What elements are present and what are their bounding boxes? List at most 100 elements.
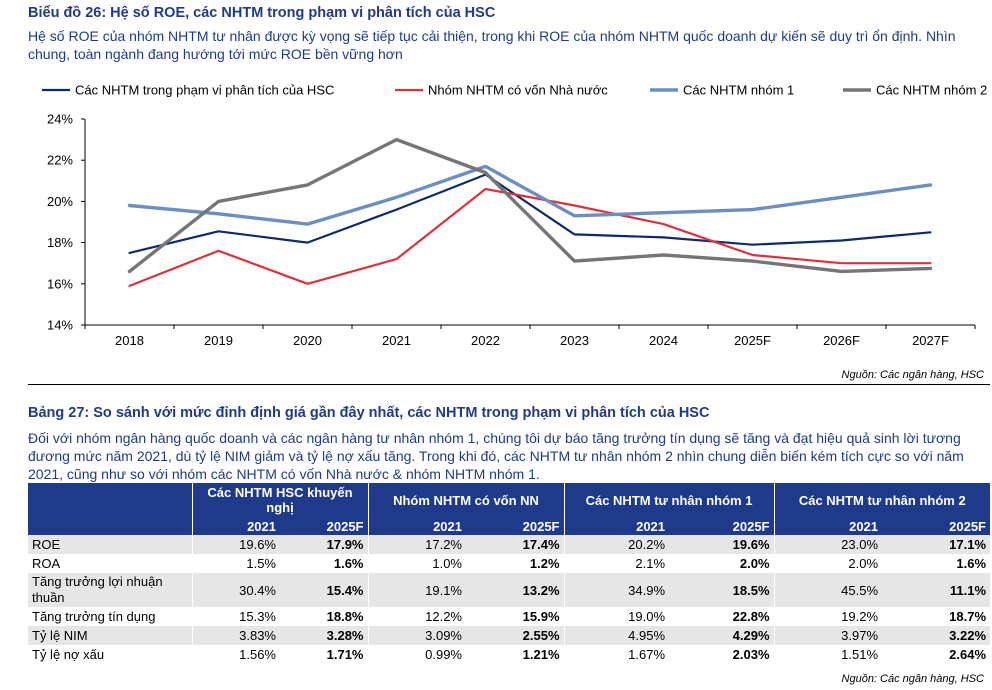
table-row: ROA 1.5% 1.6% 1.0% 1.2% 2.1% 2.0% 2.0% 1.6% xyxy=(28,554,990,573)
table-cell: 45.5% xyxy=(773,573,883,607)
year-header: 2021 xyxy=(191,517,280,535)
table-cell: 3.97% xyxy=(773,626,883,645)
group-header: Nhóm NHTM có vốn NN xyxy=(367,483,565,517)
table-row: Tỷ lệ nợ xấu 1.56% 1.71% 0.99% 1.21% 1.67% 2.0… xyxy=(28,645,990,664)
row-label: ROA xyxy=(32,555,61,571)
year-header: 2025F xyxy=(466,517,565,535)
series-line-3 xyxy=(127,164,933,226)
table-corner-cell xyxy=(28,517,192,535)
chart-legend: Các NHTM trong phạm vi phân tích của HSC… xyxy=(42,83,987,98)
group-header: Các NHTM tư nhân nhóm 1 xyxy=(563,483,775,517)
table-cell: 19.0% xyxy=(563,607,670,626)
chart-source: Nguồn: Các ngân hàng, HSC xyxy=(841,369,984,381)
y-tick-label: 14% xyxy=(47,318,73,333)
legend-label: Các NHTM nhóm 1 xyxy=(683,83,794,98)
table-cell: 3.28% xyxy=(280,626,368,645)
series-line-2 xyxy=(128,187,932,287)
group-header: Các NHTM HSC khuyến nghị xyxy=(191,483,368,517)
table-cell: 20.2% xyxy=(563,535,670,554)
x-tick-label: 2026F xyxy=(823,333,860,348)
table-cell: 2.1% xyxy=(563,554,670,573)
table-cell: 15.3% xyxy=(191,607,280,626)
table-cell: 18.7% xyxy=(949,609,987,624)
x-tick-label: 2024 xyxy=(649,333,678,348)
table-cell: 19.2% xyxy=(773,607,883,626)
table-cell: 1.5% xyxy=(191,554,280,573)
x-tick-label: 2023 xyxy=(560,333,589,348)
year-header: 2025F xyxy=(882,517,991,535)
y-tick-label: 24% xyxy=(47,112,73,127)
table-cell: 1.21% xyxy=(522,647,560,662)
row-label: Tăng trưởng lợi nhuận thuần xyxy=(28,573,192,607)
roe-line-chart: Các NHTM trong phạm vi phân tích của HSC… xyxy=(42,83,987,348)
x-tick-label: 2020 xyxy=(293,333,322,348)
table-cell: 3.22% xyxy=(882,626,991,645)
table-cell: 2.0% xyxy=(739,556,770,571)
table-cell: 15.4% xyxy=(280,573,368,607)
group-header: Các NHTM tư nhân nhóm 2 xyxy=(773,483,991,517)
table-cell: 3.83% xyxy=(191,626,280,645)
legend-label: Các NHTM nhóm 2 xyxy=(876,83,987,98)
table-cell: 1.6% xyxy=(333,556,364,571)
table-cell: 1.6% xyxy=(956,556,987,571)
row-label: Tỷ lệ nợ xấu xyxy=(32,646,105,662)
x-tick-label: 2018 xyxy=(115,333,144,348)
table-cell: 1.71% xyxy=(326,647,364,662)
table-cell: 1.56% xyxy=(191,645,280,664)
table-cell: 11.1% xyxy=(882,573,991,607)
table-description: Đối với nhóm ngân hàng quốc doanh và các… xyxy=(28,430,964,482)
x-tick-label: 2027F xyxy=(912,333,949,348)
y-tick-label: 20% xyxy=(47,194,73,209)
table-cell: 30.4% xyxy=(191,573,280,607)
year-header: 2025F xyxy=(280,517,368,535)
year-header: 2021 xyxy=(563,517,670,535)
table-cell: 19.1% xyxy=(367,573,466,607)
table-cell: 3.09% xyxy=(367,626,466,645)
table-cell: 2.64% xyxy=(949,647,987,662)
table-cell: 22.8% xyxy=(732,609,770,624)
table-cell: 1.51% xyxy=(773,645,883,664)
y-tick-label: 16% xyxy=(47,276,73,291)
chart-axes: 14% 16% 18% 20% 22% 24% 2018 2019 2020 2021 2022 20… xyxy=(47,112,976,348)
year-header: 2025F xyxy=(669,517,775,535)
table-row: Tỷ lệ NIM 3.83% 3.28% 3.09% 2.55% 4.95% 4.29% 3… xyxy=(28,626,991,645)
table-cell: 23.0% xyxy=(773,535,883,554)
y-tick-label: 18% xyxy=(47,235,73,250)
table-row: Tăng trưởng tín dụng 15.3% 18.8% 12.2% 15.9%… xyxy=(28,607,990,626)
table-corner-cell xyxy=(28,483,192,517)
divider-line xyxy=(28,384,990,385)
row-label: Tỷ lệ NIM xyxy=(28,626,192,645)
table-cell: 4.95% xyxy=(563,626,670,645)
table-cell: 19.6% xyxy=(669,535,775,554)
table-cell: 1.0% xyxy=(367,554,466,573)
x-tick-label: 2021 xyxy=(382,333,411,348)
table-source: Nguồn: Các ngân hàng, HSC xyxy=(841,673,984,685)
table-cell: 1.67% xyxy=(563,645,670,664)
x-tick-label: 2022 xyxy=(471,333,500,348)
table-cell: 17.4% xyxy=(466,535,565,554)
table-cell: 0.99% xyxy=(367,645,466,664)
table-cell: 17.1% xyxy=(882,535,991,554)
table-year-header-row: 2021 2025F 2021 2025F 2021 2025F 2021 20… xyxy=(28,517,991,535)
table-cell: 17.2% xyxy=(367,535,466,554)
row-label: Tăng trưởng tín dụng xyxy=(32,608,156,624)
table-row: Tăng trưởng lợi nhuận thuần 30.4% 15.4% 19.… xyxy=(28,573,991,607)
year-header: 2021 xyxy=(773,517,883,535)
table-cell: 15.9% xyxy=(522,609,560,624)
table-cell: 2.0% xyxy=(773,554,883,573)
legend-label: Nhóm NHTM có vốn Nhà nước xyxy=(428,83,608,98)
table-row: ROE 19.6% 17.9% 17.2% 17.4% 20.2% 19.6% 23.0% 17… xyxy=(28,535,991,554)
table-body: ROE 19.6% 17.9% 17.2% 17.4% 20.2% 19.6% 23.0% 17… xyxy=(28,535,991,664)
table-cell: 4.29% xyxy=(669,626,775,645)
row-label: ROE xyxy=(28,535,192,554)
chart-lines xyxy=(127,137,933,287)
table-cell: 19.6% xyxy=(191,535,280,554)
year-header: 2021 xyxy=(367,517,466,535)
x-tick-label: 2019 xyxy=(204,333,233,348)
table-cell: 18.5% xyxy=(669,573,775,607)
series-line-4 xyxy=(127,137,933,274)
table-cell: 2.03% xyxy=(732,647,770,662)
comparison-table: Các NHTM HSC khuyến nghị Nhóm NHTM có vố… xyxy=(28,483,991,664)
table-cell: 2.55% xyxy=(466,626,565,645)
series-line-1 xyxy=(128,173,932,254)
